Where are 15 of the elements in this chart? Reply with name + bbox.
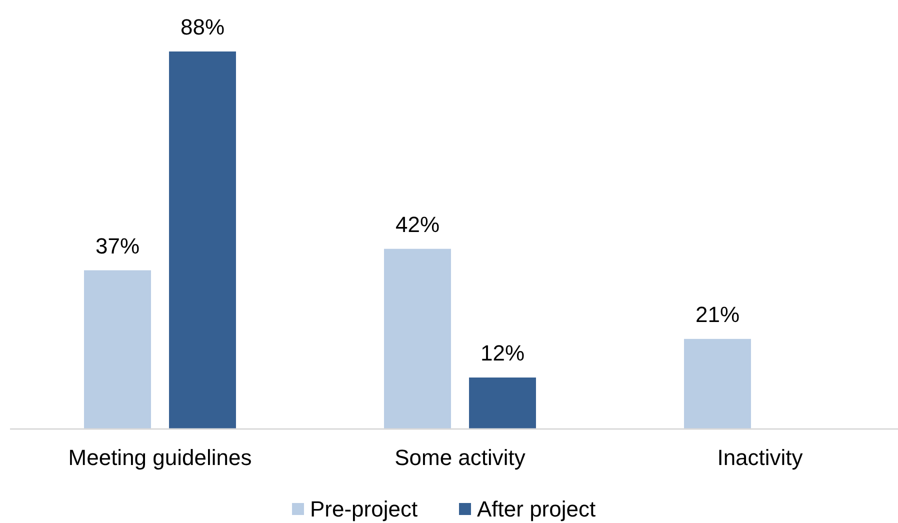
x-tick-label: Some activity [394,445,526,470]
legend-label: After project [477,496,596,522]
data-label: 37% [95,233,140,258]
bar [384,248,451,429]
data-label: 21% [695,302,740,327]
data-label: 12% [480,340,525,366]
bar [84,270,151,429]
x-tick-label: Meeting guidelines [68,445,252,470]
bar [169,51,236,429]
legend-label: Pre-project [310,496,418,522]
data-label: 42% [395,212,440,237]
bar [469,378,536,429]
x-tick-label: Inactivity [717,445,803,470]
bar [684,338,751,429]
data-label: 88% [180,14,225,40]
